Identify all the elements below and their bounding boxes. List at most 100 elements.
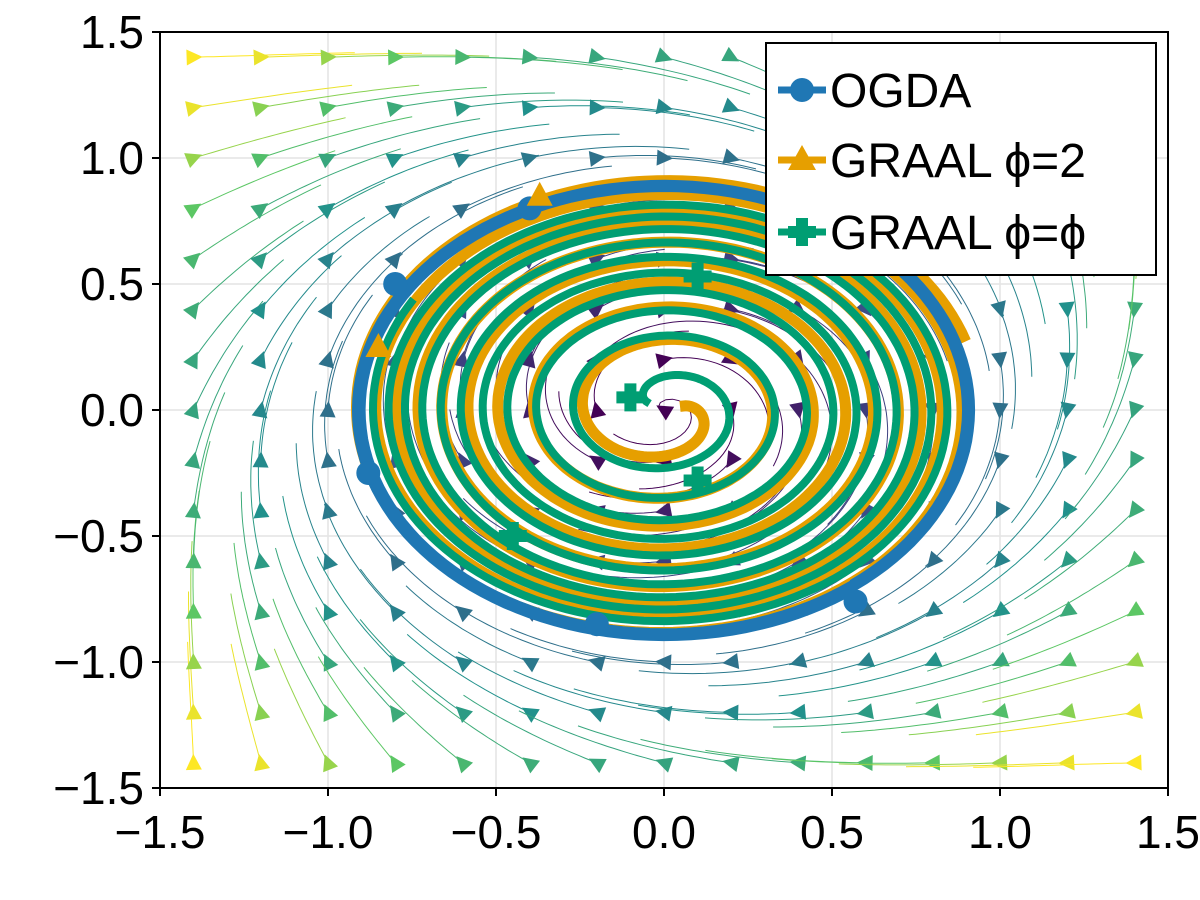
streamline	[640, 738, 799, 764]
stream-arrow	[721, 46, 740, 62]
stream-arrow	[323, 704, 339, 723]
streamline	[789, 611, 934, 666]
stream-arrow	[1127, 351, 1144, 369]
streamline	[275, 547, 329, 663]
x-tick-label: −1.0	[283, 806, 374, 858]
streamline	[663, 357, 770, 429]
stream-arrow	[455, 49, 472, 66]
stream-arrow	[186, 49, 203, 66]
stream-arrow	[856, 703, 874, 720]
stream-arrow	[589, 99, 606, 116]
stream-arrow	[385, 153, 404, 169]
stream-arrow	[185, 653, 202, 670]
stream-arrow	[184, 451, 201, 469]
y-tick-label: 1.5	[80, 6, 144, 58]
streamline	[323, 503, 396, 612]
streamline	[986, 460, 1068, 565]
streamline	[317, 656, 396, 764]
stream-arrow	[1058, 754, 1075, 771]
stream-arrow	[655, 353, 673, 369]
streamline	[859, 611, 1001, 671]
stream-arrow	[384, 251, 401, 270]
stream-arrow	[253, 501, 270, 519]
streamline	[359, 619, 463, 713]
streamline	[193, 184, 322, 260]
streamline	[316, 556, 396, 663]
stream-arrow	[994, 451, 1010, 470]
streamline	[193, 220, 304, 310]
stream-arrow	[587, 254, 605, 270]
streamline	[529, 56, 688, 82]
stream-arrow	[254, 753, 271, 772]
triangle-marker-icon	[788, 145, 816, 170]
stream-arrow	[722, 148, 740, 164]
stream-arrow	[1062, 500, 1078, 519]
stream-arrow	[992, 600, 1011, 618]
streamline	[838, 762, 1001, 766]
ogda-marker	[584, 612, 609, 637]
streamline	[876, 560, 1001, 639]
streamline	[773, 711, 933, 728]
stream-arrow	[994, 550, 1011, 569]
stream-arrow	[254, 703, 271, 722]
streamline	[188, 591, 195, 713]
stream-arrow	[655, 654, 672, 671]
stream-arrow	[1058, 651, 1077, 667]
stream-arrow	[1130, 450, 1145, 469]
stream-arrow	[389, 654, 406, 673]
stream-arrow	[590, 401, 607, 419]
streamline	[327, 253, 404, 360]
streamline	[613, 398, 692, 446]
streamline	[312, 391, 329, 511]
streamline	[327, 294, 373, 411]
stream-arrow	[386, 101, 404, 117]
x-tick-label: −1.5	[115, 806, 206, 858]
ogda-marker	[356, 461, 381, 485]
stream-arrow	[452, 203, 470, 219]
streamline	[260, 181, 386, 260]
streamline	[230, 643, 262, 763]
stream-arrow	[251, 401, 268, 419]
streamline	[1102, 309, 1135, 428]
streamline	[771, 758, 933, 764]
stream-arrow	[1129, 400, 1145, 419]
streamline	[233, 542, 262, 663]
stream-arrow	[183, 401, 199, 420]
stream-arrow	[589, 455, 608, 471]
streamline	[462, 56, 623, 71]
stream-arrow	[1060, 401, 1077, 419]
stream-arrow	[1125, 703, 1143, 719]
stream-arrow	[1059, 352, 1076, 369]
streamline	[187, 641, 195, 763]
streamline	[411, 680, 530, 764]
stream-arrow	[521, 657, 540, 673]
streamline	[193, 440, 211, 562]
streamline	[193, 392, 226, 511]
stream-arrow	[991, 651, 1010, 667]
stream-arrow	[183, 351, 198, 370]
stream-arrow	[789, 401, 805, 419]
stream-arrow	[323, 552, 339, 571]
stream-arrow	[1058, 301, 1075, 319]
streamline	[1064, 409, 1135, 520]
streamline	[1056, 309, 1071, 430]
streamline	[462, 165, 612, 209]
stream-arrow	[1126, 651, 1144, 667]
axis-ticks: −1.5 −1.0 −0.5 0.0 0.5 1.0 1.5 −1.5 −1.0 −0.5 0.0 0…	[53, 6, 1200, 858]
streamline	[395, 92, 555, 109]
stream-arrow	[250, 351, 266, 369]
stream-arrow	[323, 603, 339, 622]
stream-arrow	[995, 500, 1011, 519]
series-line-graal-phi	[368, 200, 952, 626]
y-tick-label: 0.0	[80, 384, 144, 436]
stream-arrow	[655, 757, 674, 773]
streamline	[260, 148, 401, 209]
stream-arrow	[389, 705, 406, 723]
streamline	[942, 560, 1068, 639]
streamline	[260, 342, 293, 461]
stream-arrow	[455, 656, 473, 673]
stream-arrow	[319, 401, 336, 418]
stream-arrow	[183, 203, 202, 219]
stream-arrow	[521, 707, 540, 723]
